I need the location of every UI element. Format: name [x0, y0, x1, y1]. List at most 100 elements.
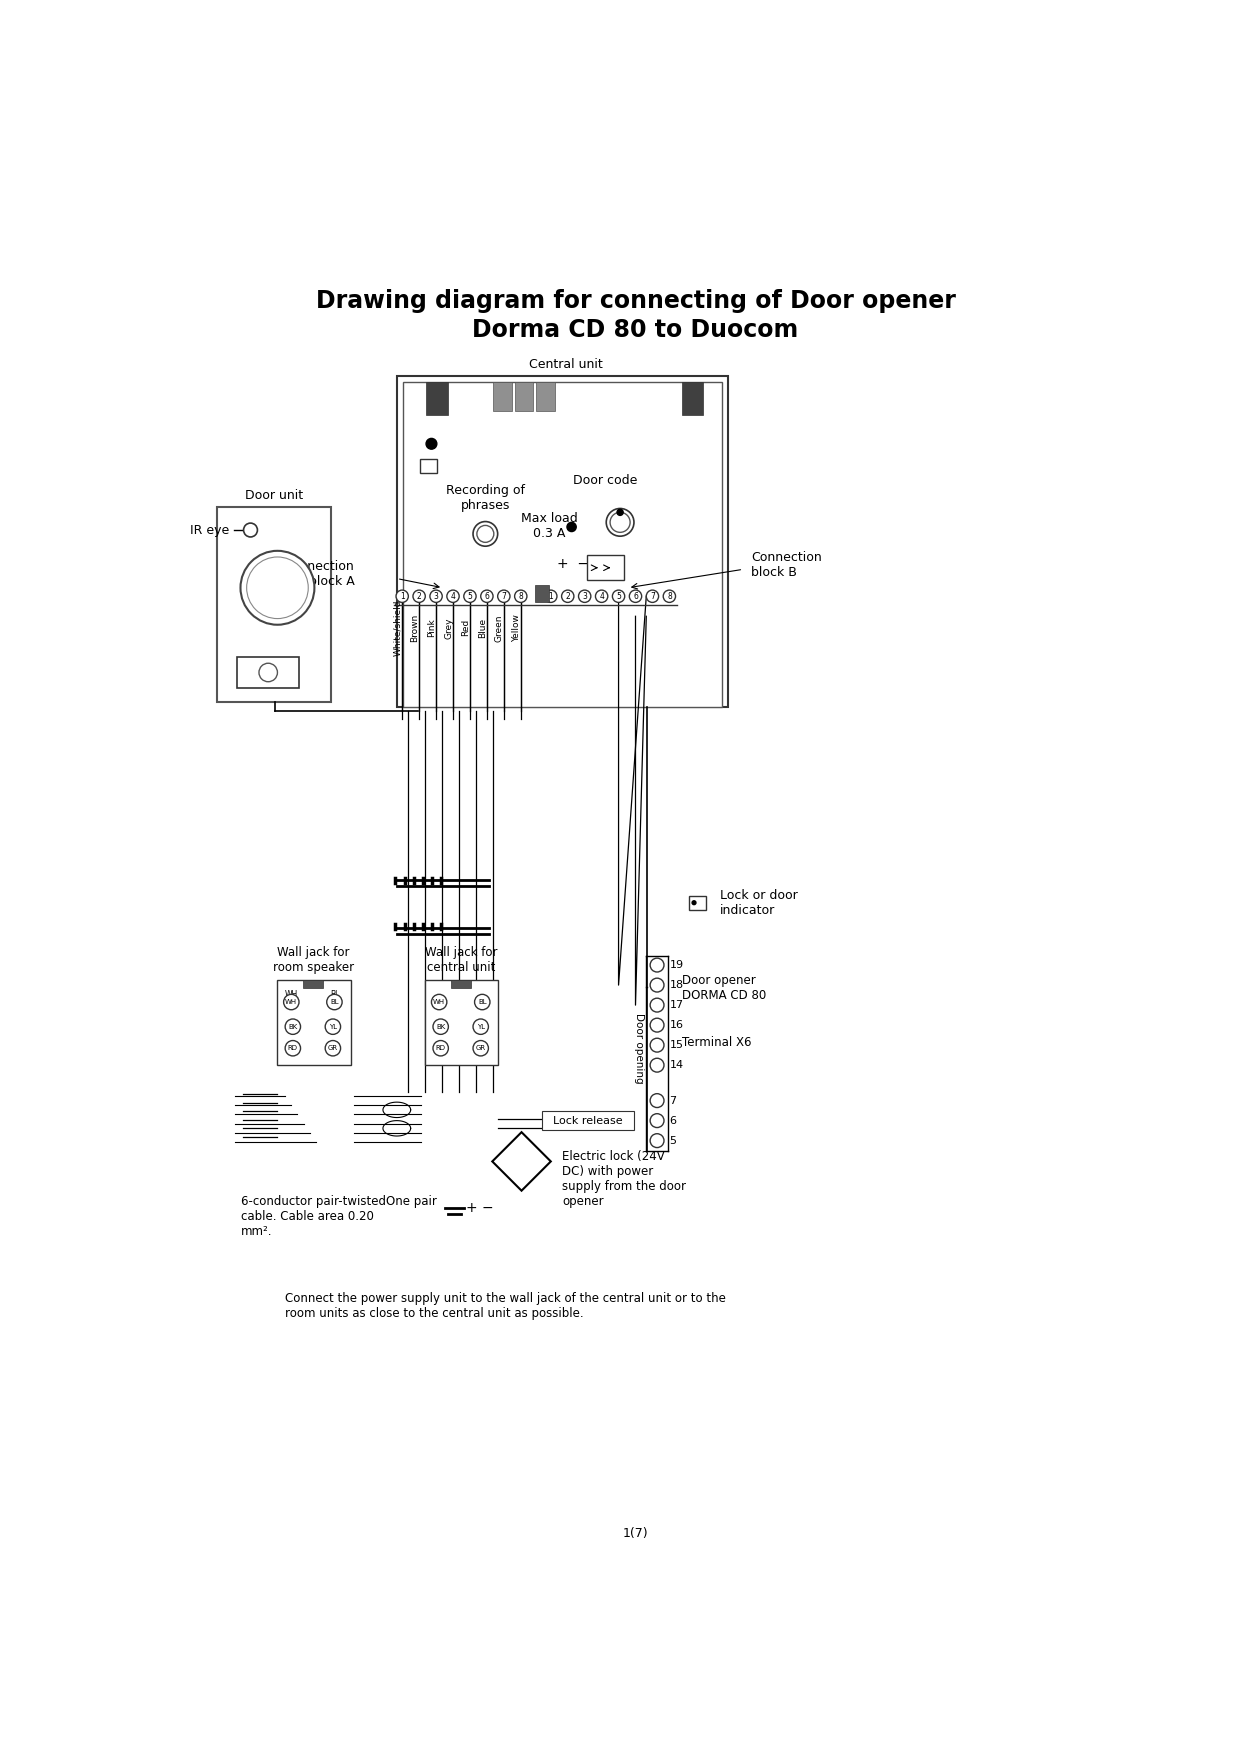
Text: 4: 4 [450, 591, 455, 602]
Circle shape [446, 589, 459, 602]
Bar [515, 382, 533, 412]
Bar [427, 382, 448, 414]
Circle shape [650, 1019, 663, 1031]
Circle shape [650, 1133, 663, 1147]
Text: 6: 6 [634, 591, 637, 602]
Text: GR: GR [327, 1045, 339, 1051]
Circle shape [285, 1040, 300, 1056]
Text: 16: 16 [670, 1021, 683, 1030]
Text: BL: BL [477, 1000, 486, 1005]
Bar [542, 1112, 634, 1130]
Circle shape [285, 1019, 300, 1035]
Text: Red: Red [461, 619, 470, 637]
Text: Terminal X6: Terminal X6 [682, 1035, 751, 1049]
Bar [494, 382, 512, 412]
Circle shape [477, 526, 494, 542]
Text: Door opening: Door opening [635, 1012, 645, 1084]
Text: RD: RD [435, 1045, 445, 1051]
Text: Door unit: Door unit [244, 489, 303, 502]
Bar [682, 382, 703, 414]
Text: 7: 7 [670, 1096, 677, 1105]
Bar [237, 658, 299, 688]
Circle shape [650, 958, 663, 972]
Circle shape [515, 589, 527, 602]
Text: 2: 2 [417, 591, 422, 602]
Text: Max load
0.3 A: Max load 0.3 A [521, 512, 578, 540]
Circle shape [579, 589, 590, 602]
Circle shape [475, 995, 490, 1010]
Circle shape [646, 589, 658, 602]
Text: 6-conductor pair-twisted
cable. Cable area 0.20
mm².: 6-conductor pair-twisted cable. Cable ar… [242, 1194, 387, 1238]
Text: 18: 18 [670, 980, 683, 989]
Text: Brown: Brown [410, 614, 419, 642]
Circle shape [396, 589, 408, 602]
Bar [536, 586, 549, 602]
Text: Drawing diagram for connecting of Door opener: Drawing diagram for connecting of Door o… [315, 289, 956, 314]
Text: WH: WH [285, 1000, 298, 1005]
Bar [278, 980, 351, 1065]
Circle shape [650, 1094, 663, 1107]
Circle shape [472, 1019, 489, 1035]
Circle shape [650, 979, 663, 993]
Text: Connection
block A: Connection block A [284, 560, 355, 588]
Text: BK: BK [288, 1024, 298, 1030]
Circle shape [497, 589, 510, 602]
Text: + −: + − [466, 1201, 494, 1214]
Circle shape [630, 589, 641, 602]
Text: Wall jack for
room speaker: Wall jack for room speaker [273, 947, 355, 973]
Circle shape [430, 589, 443, 602]
Text: 2: 2 [565, 591, 570, 602]
Text: Door code: Door code [573, 474, 637, 488]
Text: White/shield: White/shield [393, 600, 402, 656]
Circle shape [562, 589, 574, 602]
Circle shape [241, 551, 315, 624]
Circle shape [432, 995, 446, 1010]
Text: 8: 8 [667, 591, 672, 602]
Bar [450, 980, 471, 988]
Circle shape [610, 512, 630, 533]
Circle shape [247, 558, 309, 619]
Circle shape [613, 589, 625, 602]
Bar [420, 460, 436, 474]
Text: Recording of
phrases: Recording of phrases [446, 484, 525, 512]
Text: Dorma CD 80 to Duocom: Dorma CD 80 to Duocom [472, 317, 799, 342]
Text: Pink: Pink [427, 619, 436, 637]
Text: 15: 15 [670, 1040, 683, 1051]
Circle shape [433, 1040, 449, 1056]
Text: 8: 8 [518, 591, 523, 602]
Circle shape [650, 1058, 663, 1072]
Text: Electric lock (24V
DC) with power
supply from the door
opener: Electric lock (24V DC) with power supply… [563, 1151, 687, 1209]
Text: BL: BL [331, 989, 340, 998]
Text: 5: 5 [670, 1135, 676, 1145]
Bar [536, 382, 554, 412]
Text: 1: 1 [399, 591, 404, 602]
Text: IR eye: IR eye [191, 523, 229, 537]
Bar [397, 375, 728, 707]
Text: BK: BK [436, 1024, 445, 1030]
Text: 1: 1 [548, 591, 553, 602]
Circle shape [284, 995, 299, 1010]
Circle shape [326, 995, 342, 1010]
Text: 7: 7 [650, 591, 655, 602]
Circle shape [650, 1114, 663, 1128]
Text: 19: 19 [670, 959, 683, 970]
Text: WH: WH [285, 989, 298, 998]
Text: Blue: Blue [477, 617, 487, 638]
Circle shape [595, 589, 608, 602]
Bar [403, 382, 722, 707]
Text: Central unit: Central unit [529, 358, 603, 372]
Text: GR: GR [476, 1045, 486, 1051]
Text: WH: WH [433, 1000, 445, 1005]
Circle shape [650, 1038, 663, 1052]
Text: Connect the power supply unit to the wall jack of the central unit or to the
roo: Connect the power supply unit to the wal… [285, 1293, 727, 1321]
Text: 3: 3 [434, 591, 439, 602]
Bar [425, 980, 498, 1065]
Text: 14: 14 [670, 1059, 683, 1070]
Text: 6: 6 [670, 1116, 676, 1126]
Text: YL: YL [329, 1024, 337, 1030]
Text: 3: 3 [583, 591, 587, 602]
Text: Grey: Grey [444, 617, 453, 638]
Circle shape [325, 1040, 341, 1056]
Circle shape [472, 1040, 489, 1056]
Circle shape [433, 1019, 449, 1035]
